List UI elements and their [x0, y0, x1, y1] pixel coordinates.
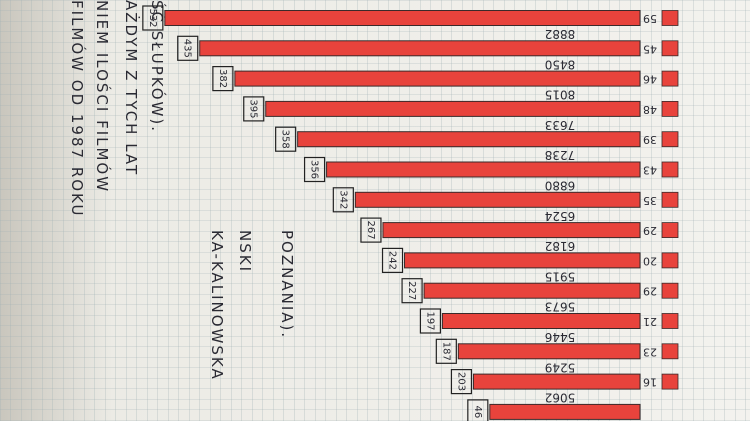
value-label: 8015	[545, 88, 576, 102]
end-block	[661, 40, 679, 57]
bar	[404, 252, 641, 269]
bar	[489, 403, 641, 420]
start-label: 395	[248, 99, 259, 118]
bar	[441, 313, 641, 329]
end-label: 59	[643, 12, 657, 25]
start-box	[401, 278, 423, 304]
title-line: POZNANIA).	[278, 230, 296, 339]
start-box	[177, 35, 199, 61]
end-block	[661, 313, 679, 329]
title-line: ŚĆ SŁUPKÓW).	[148, 0, 167, 133]
end-block	[661, 282, 679, 299]
end-block	[661, 343, 679, 360]
value-label: 7633	[545, 118, 576, 132]
start-box	[419, 308, 442, 334]
end-label: 43	[643, 164, 657, 177]
value-label: 7238	[545, 148, 576, 162]
end-block	[661, 101, 679, 117]
end-label: 48	[643, 103, 657, 116]
start-label: 356	[309, 160, 320, 179]
start-label: 197	[424, 311, 435, 330]
end-block	[661, 252, 679, 269]
bars: 8882 532 59 8450 435 45 8015 382 46 7633 395 48 7238…	[142, 5, 679, 421]
start-label: 242	[387, 251, 398, 270]
value-label: 6182	[545, 239, 576, 253]
end-label: 45	[643, 42, 657, 55]
start-label: 203	[455, 372, 466, 391]
start-label: 46	[472, 406, 483, 419]
value-label: 5249	[545, 360, 576, 374]
end-label: 39	[643, 133, 657, 146]
value-label: 5673	[545, 300, 576, 314]
title-line: NSKI	[236, 230, 254, 273]
start-box	[142, 5, 164, 31]
start-label: 435	[182, 39, 193, 58]
bar	[326, 161, 641, 178]
start-label: 342	[337, 190, 348, 209]
start-label: 267	[365, 221, 376, 240]
end-label: 35	[643, 194, 657, 207]
start-box	[303, 156, 326, 183]
end-label: 46	[643, 73, 657, 86]
bar	[297, 131, 641, 148]
end-label: 29	[643, 285, 657, 298]
start-box	[360, 217, 382, 243]
start-box	[243, 96, 265, 122]
bar	[199, 40, 641, 57]
title-line: FILMÓW OD 1987 ROKU	[68, 0, 87, 217]
start-box	[212, 65, 234, 92]
bar	[472, 373, 641, 390]
end-block	[661, 10, 679, 26]
start-box	[435, 338, 457, 364]
bar	[234, 70, 641, 87]
end-block	[661, 222, 679, 239]
start-label: 532	[147, 8, 158, 27]
value-label: 5446	[545, 330, 576, 344]
start-box	[332, 187, 354, 213]
start-label: 227	[406, 281, 417, 300]
bar	[265, 100, 641, 117]
start-label: 358	[280, 130, 291, 149]
title-line: KA-KALINOWSKA	[208, 230, 226, 381]
value-label: 6524	[545, 209, 576, 223]
title-line: NIEM ILOŚCI FILMÓW	[93, 0, 112, 193]
start-box	[381, 247, 404, 273]
start-label: 382	[217, 69, 228, 88]
end-block	[661, 131, 679, 148]
value-label: 6880	[545, 179, 576, 193]
end-block	[661, 70, 679, 87]
end-label: 29	[643, 224, 657, 237]
value-label: 5062	[545, 391, 576, 405]
start-box	[467, 399, 489, 421]
value-label: 5915	[545, 269, 576, 283]
value-label: 8882	[545, 27, 576, 41]
end-label: 21	[643, 315, 657, 328]
end-label: 20	[643, 254, 657, 267]
end-block	[661, 161, 679, 178]
bar	[164, 10, 641, 26]
start-box	[450, 369, 473, 395]
end-label: 16	[643, 376, 657, 389]
value-label: 8450	[545, 57, 576, 71]
start-label: 187	[440, 342, 451, 361]
start-box	[275, 126, 297, 152]
end-block	[661, 373, 679, 390]
bar	[354, 191, 641, 208]
end-label: 23	[643, 345, 657, 358]
title-block: FILMÓW OD 1987 ROKU NIEM ILOŚCI FILMÓW AŻD…	[68, 0, 296, 381]
bar	[457, 343, 641, 360]
title-line: AŻDYM Z TYCH LAT	[122, 0, 141, 176]
end-block	[661, 191, 679, 208]
bar	[382, 222, 641, 239]
bar	[423, 282, 641, 299]
